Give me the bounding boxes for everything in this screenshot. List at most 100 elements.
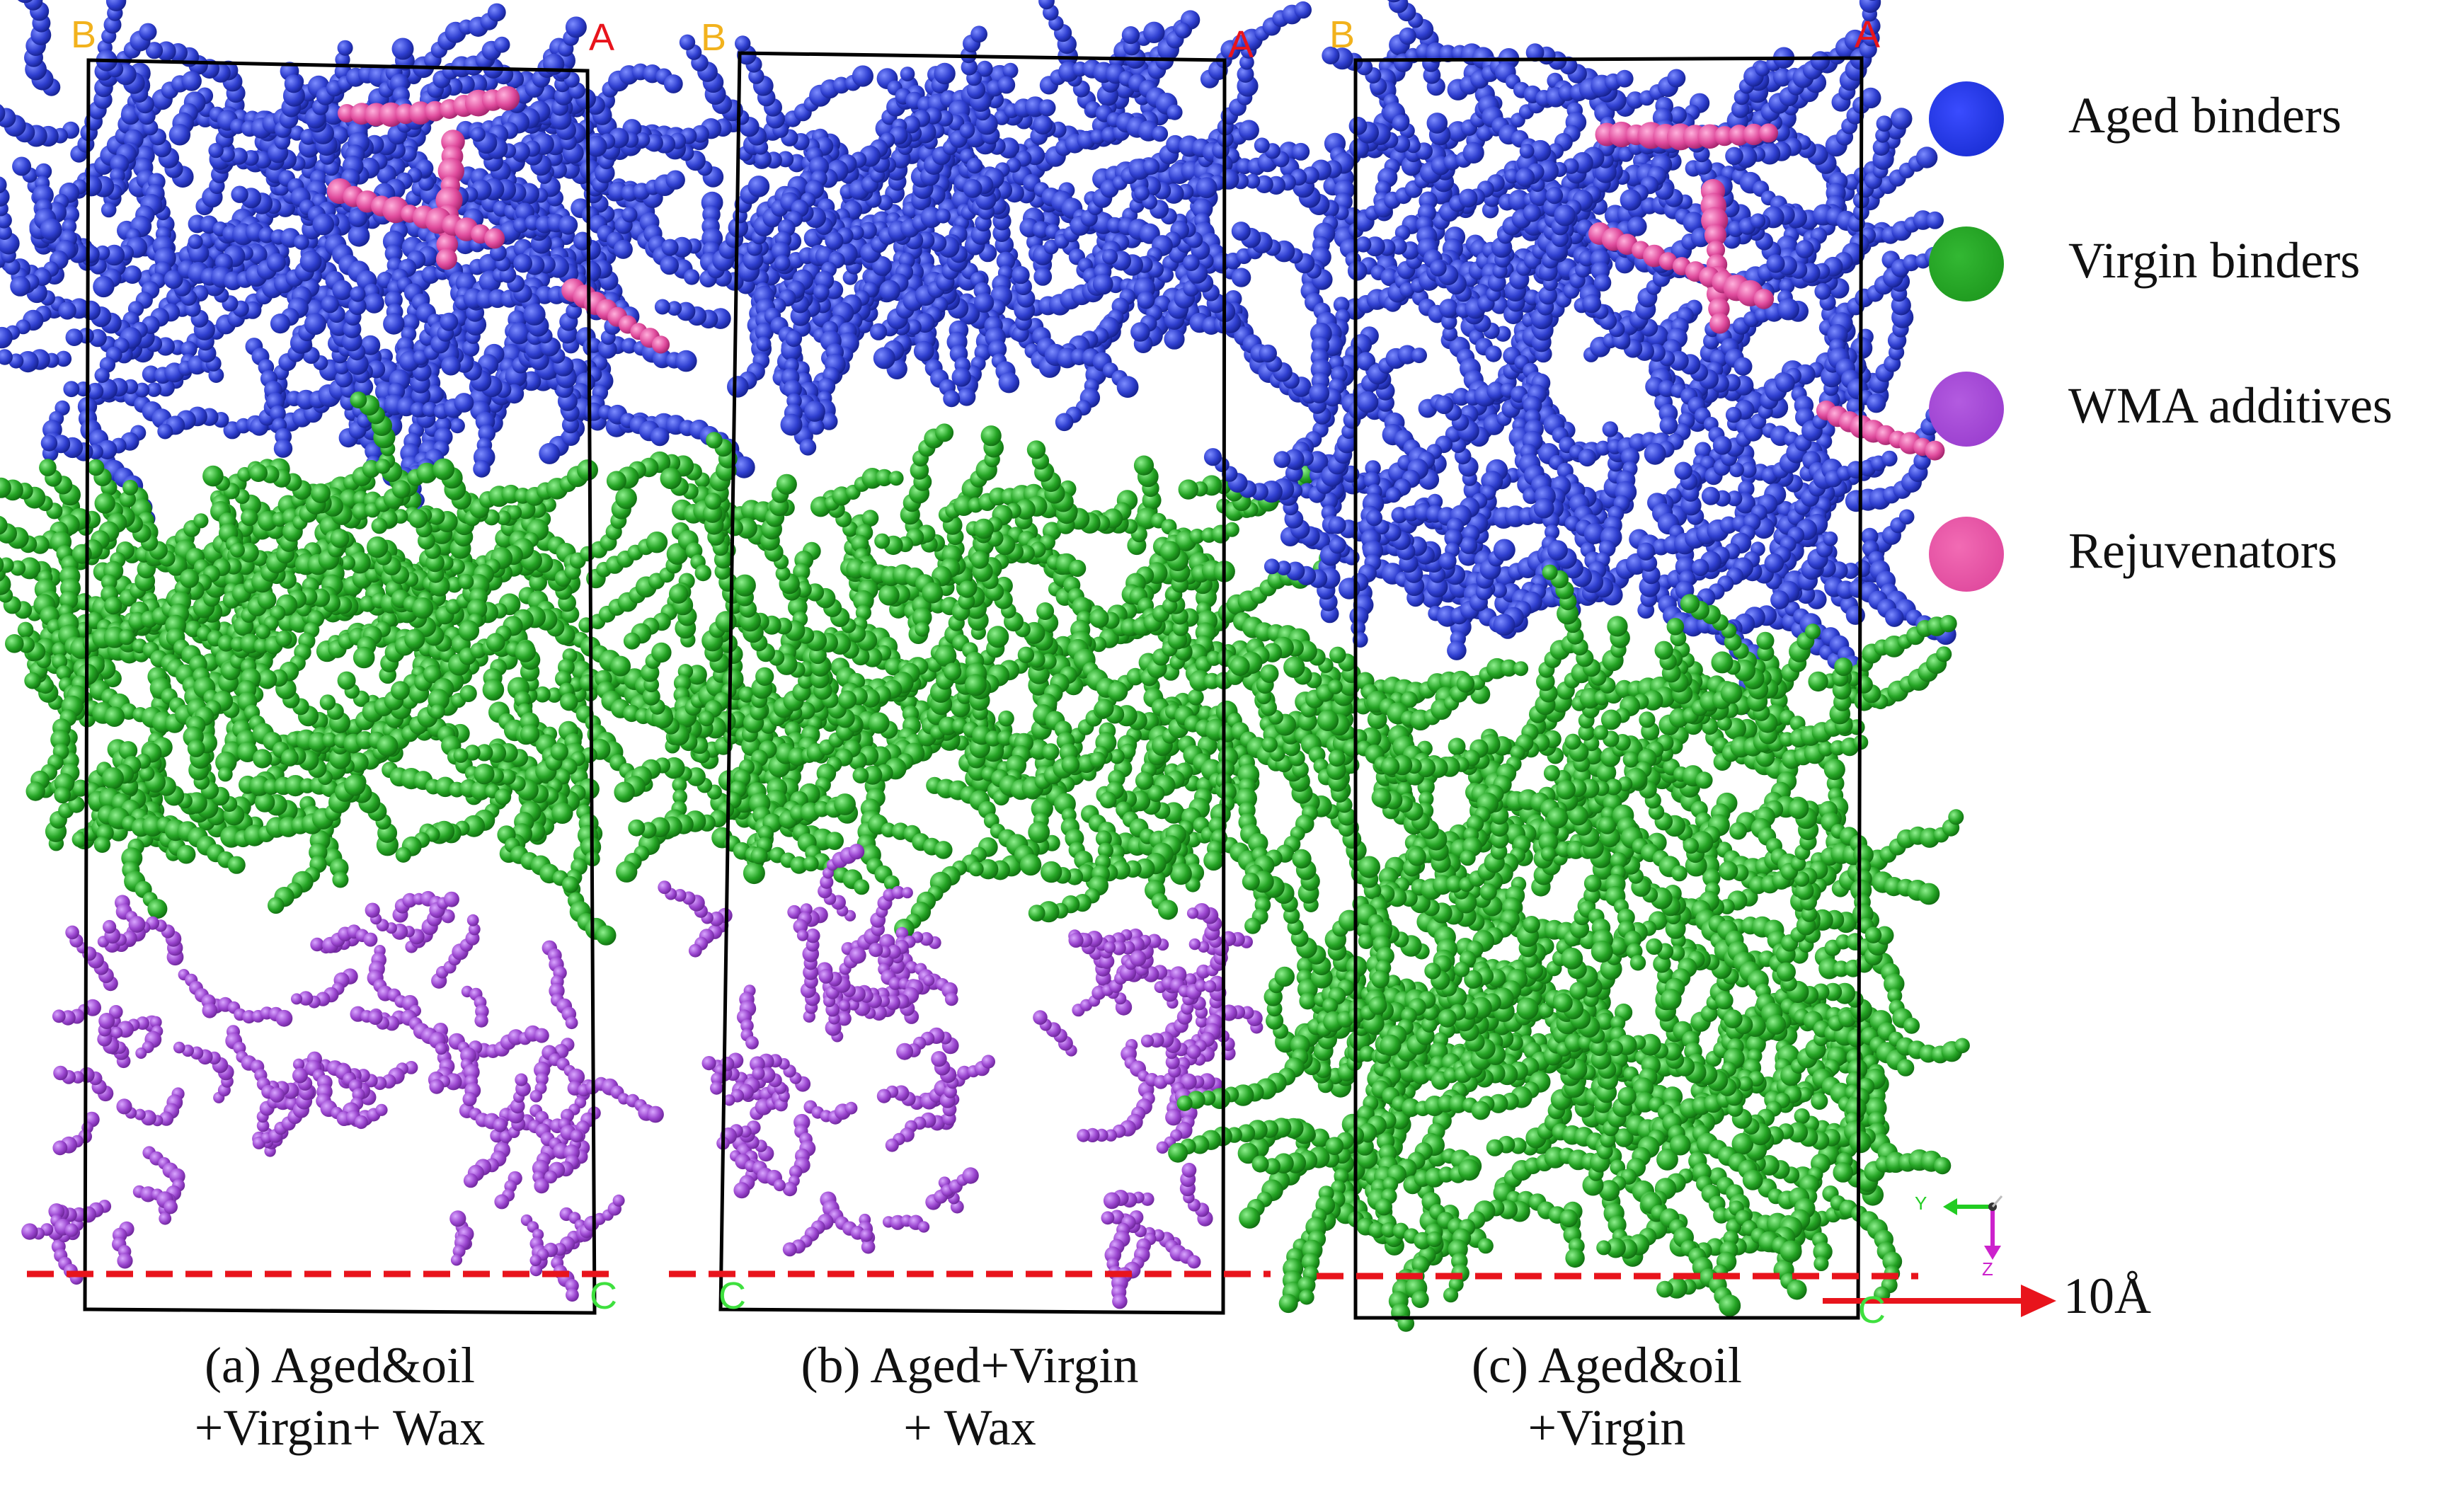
atom — [377, 735, 399, 757]
atom — [508, 322, 530, 345]
atom — [998, 372, 1020, 394]
atom — [462, 339, 480, 357]
atom — [1033, 268, 1053, 286]
atom — [959, 122, 975, 139]
atom — [111, 1026, 123, 1038]
atom — [353, 646, 375, 669]
atom — [103, 919, 117, 934]
atom — [1038, 99, 1056, 117]
atom — [1294, 1, 1312, 19]
atom — [825, 832, 844, 850]
atom — [10, 276, 30, 297]
atom — [4, 634, 24, 653]
atom — [330, 529, 350, 549]
atom — [561, 876, 579, 893]
atom — [473, 460, 491, 478]
atom — [453, 747, 469, 763]
atom — [53, 1065, 68, 1081]
atom — [348, 297, 367, 316]
atom — [17, 621, 34, 638]
atom — [684, 269, 700, 285]
atom — [102, 767, 124, 790]
atom — [40, 218, 62, 241]
atom — [312, 213, 335, 236]
atom — [52, 1140, 68, 1156]
atom — [229, 542, 245, 558]
atom — [449, 418, 465, 434]
atom — [321, 295, 339, 314]
atom — [391, 480, 411, 499]
atom — [1152, 125, 1169, 142]
atom — [1183, 254, 1200, 272]
atom — [270, 405, 286, 422]
atom — [0, 326, 13, 349]
atom — [416, 462, 437, 483]
atom — [104, 706, 125, 727]
atom — [1292, 142, 1310, 161]
atom — [570, 1129, 583, 1143]
atom — [267, 253, 286, 272]
atom — [449, 1210, 466, 1227]
atom — [147, 899, 168, 919]
atom — [87, 459, 105, 476]
atom — [0, 104, 6, 122]
atom — [412, 597, 434, 619]
atom — [180, 340, 197, 358]
atom — [478, 425, 495, 442]
atom — [987, 626, 1009, 648]
atom — [435, 248, 457, 270]
atom — [281, 749, 299, 767]
atom — [474, 764, 495, 785]
atom — [274, 133, 291, 150]
atom — [65, 925, 79, 940]
atom — [879, 280, 901, 302]
atom — [268, 897, 285, 914]
atom — [391, 38, 414, 60]
atom — [123, 265, 142, 284]
atom — [0, 477, 11, 498]
atom — [173, 1041, 185, 1054]
atom — [551, 802, 573, 824]
atom — [275, 1009, 293, 1027]
atom — [304, 313, 326, 335]
atom — [93, 836, 111, 854]
atom — [335, 52, 350, 67]
atom — [458, 620, 480, 641]
atom — [934, 62, 956, 85]
atom — [780, 413, 803, 436]
atom — [337, 40, 353, 56]
atom — [1012, 265, 1030, 285]
atom — [646, 532, 668, 553]
atom — [354, 1115, 368, 1130]
atom — [614, 781, 635, 803]
atom — [55, 350, 72, 367]
atom — [208, 142, 224, 159]
atom — [256, 624, 270, 639]
atom — [1116, 376, 1139, 398]
atom — [179, 568, 200, 589]
atom — [25, 781, 45, 801]
atom — [735, 35, 751, 52]
atom — [1174, 22, 1191, 38]
atom — [269, 1087, 285, 1103]
atom — [529, 1254, 541, 1267]
atom — [311, 483, 331, 503]
atom — [577, 459, 598, 481]
atom — [432, 458, 455, 481]
atom — [1092, 273, 1113, 294]
atom — [168, 124, 191, 146]
atom — [86, 382, 104, 400]
atom — [546, 687, 562, 703]
atom — [134, 382, 150, 398]
atom — [422, 401, 437, 418]
atom — [727, 376, 749, 398]
atom — [377, 164, 396, 185]
atom — [661, 239, 679, 256]
atom — [951, 367, 971, 387]
atom — [187, 740, 205, 757]
atom — [970, 25, 987, 43]
atom — [733, 456, 755, 478]
atom — [963, 179, 982, 198]
atom — [1143, 21, 1165, 43]
atom — [105, 0, 127, 11]
